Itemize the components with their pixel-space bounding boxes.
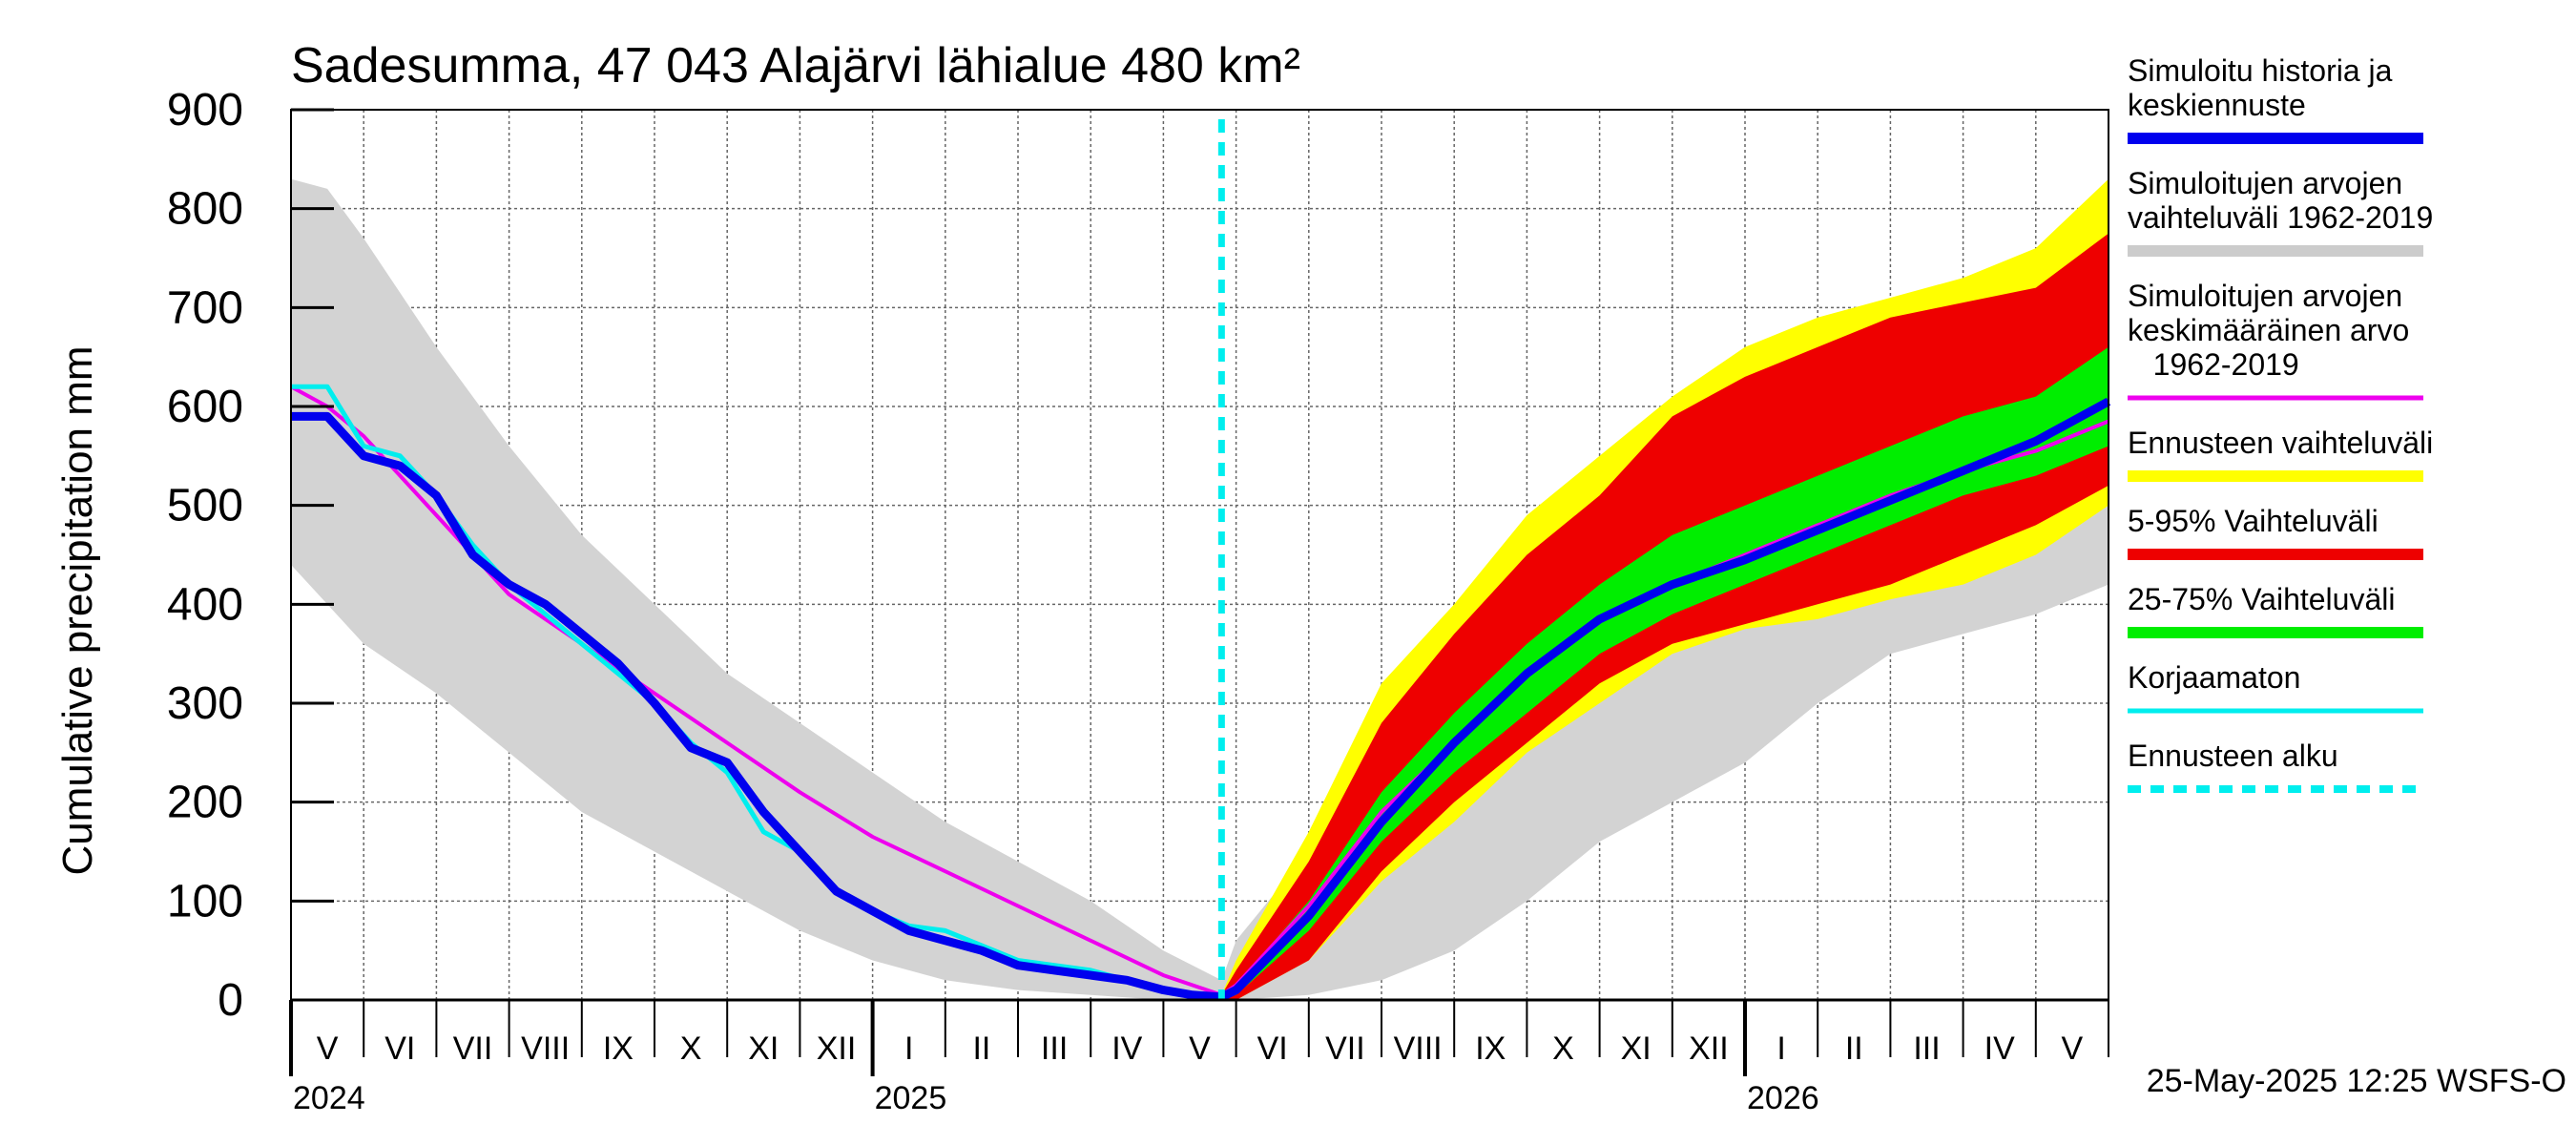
month-label: V (1189, 1030, 1211, 1067)
month-label: IV (1111, 1030, 1142, 1067)
month-label: XI (748, 1030, 779, 1067)
legend-label: Ennusteen vaihteluväli (2128, 426, 2433, 460)
mean-1962-2019-line (290, 385, 2109, 997)
month-label: I (1776, 1030, 1785, 1067)
y-tick-label: 200 (167, 778, 243, 828)
legend-label: 5-95% Vaihteluväli (2128, 504, 2379, 538)
month-label: II (1845, 1030, 1863, 1067)
y-tick-label: 300 (167, 678, 243, 729)
legend-label: 25-75% Vaihteluväli (2128, 582, 2395, 616)
month-label: VII (1325, 1030, 1365, 1067)
month-label: VII (453, 1030, 493, 1067)
month-label: IX (1475, 1030, 1506, 1067)
month-label: III (1041, 1030, 1068, 1067)
y-axis-label: Cumulative precipitation mm (54, 345, 101, 875)
month-label: VIII (521, 1030, 570, 1067)
simulated-history-line (291, 397, 2111, 1002)
y-tick-label: 400 (167, 579, 243, 630)
month-label: XII (1689, 1030, 1729, 1067)
historical-range-area (291, 178, 2109, 1001)
month-label: VIII (1394, 1030, 1443, 1067)
legend-label: keskimääräinen arvo (2128, 313, 2409, 347)
y-tick-label: 0 (218, 975, 243, 1026)
month-label: III (1913, 1030, 1940, 1067)
legend-label: Simuloitujen arvojen (2128, 279, 2402, 313)
month-label: I (904, 1030, 913, 1067)
month-label: IX (603, 1030, 634, 1067)
y-tick-label: 800 (167, 184, 243, 235)
chart-title: Sadesumma, 47 043 Alajärvi lähialue 480 … (291, 38, 1300, 94)
legend-label: Simuloitujen arvojen (2128, 166, 2402, 200)
legend-label: Korjaamaton (2128, 660, 2300, 695)
legend-label: Ennusteen alku (2128, 739, 2338, 773)
year-label: 2024 (293, 1080, 365, 1116)
y-tick-label: 900 (167, 85, 243, 135)
month-label: II (972, 1030, 990, 1067)
year-label: 2026 (1747, 1080, 1819, 1116)
y-tick-label: 700 (167, 282, 243, 333)
percentile-25-75-area (1221, 346, 2109, 1000)
footer-timestamp: 25-May-2025 12:25 WSFS-O (2147, 1063, 2566, 1099)
month-label: IV (1984, 1030, 2015, 1067)
series-layer (290, 119, 2111, 1002)
month-label: XI (1621, 1030, 1652, 1067)
month-label: V (317, 1030, 339, 1067)
legend-label: 1962-2019 (2128, 347, 2299, 382)
month-label: X (1552, 1030, 1574, 1067)
legend-label: vaihteluväli 1962-2019 (2128, 200, 2433, 235)
month-label: VI (384, 1030, 415, 1067)
legend-label: keskiennuste (2128, 88, 2306, 122)
month-label: XII (817, 1030, 857, 1067)
y-tick-label: 100 (167, 876, 243, 926)
y-tick-label: 500 (167, 481, 243, 531)
legend-label: Simuloitu historia ja (2128, 53, 2393, 88)
month-label: VI (1257, 1030, 1288, 1067)
month-label: X (680, 1030, 702, 1067)
year-label: 2025 (875, 1080, 947, 1116)
month-label: V (2062, 1030, 2084, 1067)
y-tick-label: 600 (167, 382, 243, 432)
